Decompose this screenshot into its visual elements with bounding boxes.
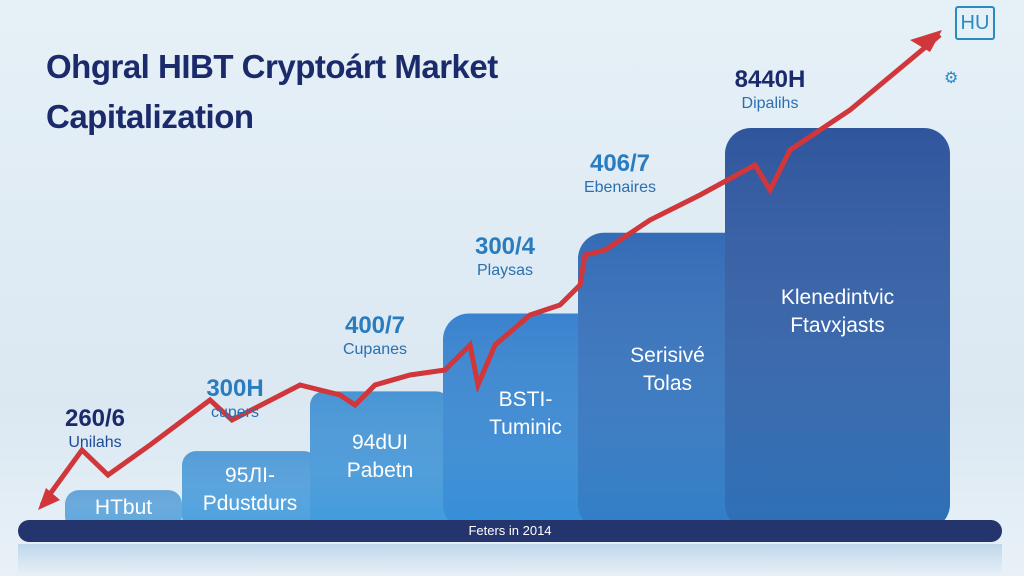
bar-label-5: Klenedintvic Ftavxjasts xyxy=(725,284,950,340)
annotation-value-2: 400/7 xyxy=(344,312,406,339)
bar-label-line2: Pabetn xyxy=(346,459,414,483)
gear-icon: ⚙ xyxy=(944,70,959,87)
bar-label-line2: Tolas xyxy=(642,372,693,395)
bar-label-0: HTbut xyxy=(65,494,182,522)
bar-label-3: BSTI- Tuminic xyxy=(443,386,608,442)
annotation-sub-1: cupers xyxy=(210,404,260,421)
bar-label-line1: 94dUI xyxy=(351,431,409,455)
bar-label-line1: 95ЛI- xyxy=(225,464,275,488)
bar-shade-4 xyxy=(578,232,757,530)
trend-line xyxy=(39,33,942,507)
annotation-value-5: 8440H xyxy=(734,66,806,93)
bar-label-line2: Ftavxjasts xyxy=(790,314,885,338)
annotation-sub-5: Dipalihs xyxy=(741,95,799,112)
annotation-sub-3: Playsas xyxy=(476,262,534,279)
bar-label-line2: Tuminic xyxy=(489,416,562,440)
logo-badge: HU xyxy=(955,6,995,40)
bar-label-line1: Serisivé xyxy=(630,344,705,367)
bar-shade-5 xyxy=(725,128,950,530)
annotation-value-4: 406/7 xyxy=(589,150,651,177)
title-line-1: Ohgral HIBT Cryptoárt Market xyxy=(46,48,498,85)
bar-shade-2 xyxy=(310,391,450,530)
annotation-value-0: 260/6 xyxy=(64,405,126,432)
trend-arrowhead-icon xyxy=(910,30,942,52)
bar-label-2: 94dUI Pabetn xyxy=(310,429,450,485)
chart-title: Ohgral HIBT Cryptoárt Market Capitalizat… xyxy=(46,42,498,142)
x-axis-base: Feters in 2014 xyxy=(18,520,1002,542)
bar-label-line1: HTbut xyxy=(94,496,153,520)
annotation-sub-4: Ebenaires xyxy=(583,179,657,196)
bar-label-line2: Pdustdurs xyxy=(202,492,298,516)
annotation-value-1: 300H xyxy=(206,375,264,402)
trend-tail-arrow-icon xyxy=(38,488,60,510)
annotation-sub-2: Cupanes xyxy=(342,341,408,358)
title-line-2: Capitalization xyxy=(46,98,254,135)
bar-label-1: 95ЛI- Pdustdurs xyxy=(182,462,318,518)
x-axis-label: Feters in 2014 xyxy=(468,523,552,538)
bar-label-line1: BSTI- xyxy=(498,388,553,412)
annotation-sub-0: Unilahs xyxy=(68,434,122,451)
reflection xyxy=(18,544,1002,576)
bar-label-4: Serisivé Tolas xyxy=(578,342,757,398)
bar-label-line1: Klenedintvic xyxy=(780,286,895,310)
annotation-value-3: 300/4 xyxy=(474,233,536,260)
bar-shade-1 xyxy=(182,451,318,530)
